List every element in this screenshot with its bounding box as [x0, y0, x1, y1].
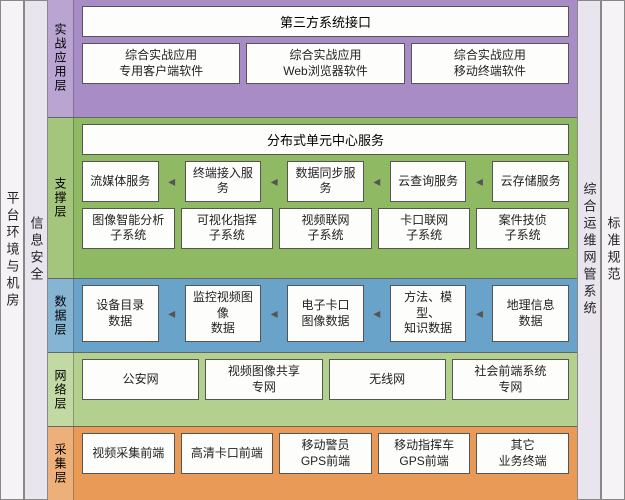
layer-label-text-3: 网络层	[52, 369, 69, 411]
layer-2-row-0: 设备目录 数据◂监控视频图像 数据◂电子卡口 图像数据◂方法、模型、 知识数据◂…	[82, 285, 569, 342]
layer-2-box-0-2: 电子卡口 图像数据	[287, 285, 364, 342]
layer-label-text-1: 支撑层	[52, 177, 69, 219]
left-col-1-label: 信息安全	[27, 216, 46, 284]
layer-0-row-1: 综合实战应用 专用客户端软件综合实战应用 Web浏览器软件综合实战应用 移动终端…	[82, 43, 569, 84]
layer-label-3: 网络层	[48, 353, 74, 426]
layer-label-4: 采集层	[48, 427, 74, 500]
layer-4-box-0-2: 移动警员 GPS前端	[279, 433, 372, 474]
layer-0-row-0-full: 第三方系统接口	[82, 6, 569, 37]
layer-4-box-0-1: 高清卡口前端	[181, 433, 274, 474]
layer-1-box-2-2: 视频联网 子系统	[279, 208, 372, 249]
layer-label-text-2: 数据层	[52, 295, 69, 337]
left-col-0-label: 平台环境与机房	[3, 191, 22, 310]
right-col-0: 综合运维网管系统	[577, 0, 601, 500]
layer-label-2: 数据层	[48, 279, 74, 352]
layer-body-2: 设备目录 数据◂监控视频图像 数据◂电子卡口 图像数据◂方法、模型、 知识数据◂…	[74, 279, 577, 352]
center-layers: 实战应用层第三方系统接口综合实战应用 专用客户端软件综合实战应用 Web浏览器软…	[48, 0, 577, 500]
layer-4-box-0-0: 视频采集前端	[82, 433, 175, 474]
layer-2-box-0-0: 设备目录 数据	[82, 285, 159, 342]
layer-body-4: 视频采集前端高清卡口前端移动警员 GPS前端移动指挥车 GPS前端其它 业务终端	[74, 427, 577, 500]
layer-1-box-1-1: 终端接入服务	[185, 161, 262, 202]
left-col-0: 平台环境与机房	[0, 0, 24, 500]
layer-body-1: 分布式单元中心服务流媒体服务◂终端接入服务◂数据同步服务◂云查询服务◂云存储服务…	[74, 118, 577, 278]
layer-0-box-1-2: 综合实战应用 移动终端软件	[411, 43, 569, 84]
layer-label-text-4: 采集层	[52, 443, 69, 485]
layer-1-row-0-full: 分布式单元中心服务	[82, 124, 569, 155]
layer-3-box-0-3: 社会前端系统 专网	[452, 359, 569, 400]
layer-2-box-0-1: 监控视频图像 数据	[185, 285, 262, 342]
layer-1-box-1-0: 流媒体服务	[82, 161, 159, 202]
layer-0-box-1-1: 综合实战应用 Web浏览器软件	[246, 43, 404, 84]
layer-1-box-2-0: 图像智能分析 子系统	[82, 208, 175, 249]
layer-1-box-2-4: 案件技侦 子系统	[476, 208, 569, 249]
arrow-icon: ◂	[370, 161, 384, 202]
right-col-0-label: 综合运维网管系统	[580, 182, 599, 318]
arrow-icon: ◂	[370, 285, 384, 342]
layer-0-box-1-0: 综合实战应用 专用客户端软件	[82, 43, 240, 84]
layer-label-0: 实战应用层	[48, 0, 74, 117]
left-col-1: 信息安全	[24, 0, 48, 500]
layer-body-3: 公安网视频图像共享 专网无线网社会前端系统 专网	[74, 353, 577, 426]
layer-2-box-0-4: 地理信息 数据	[492, 285, 569, 342]
right-col-1: 标准规范	[601, 0, 625, 500]
layer-label-1: 支撑层	[48, 118, 74, 278]
layer-4-box-0-3: 移动指挥车 GPS前端	[378, 433, 471, 474]
layer-body-0: 第三方系统接口综合实战应用 专用客户端软件综合实战应用 Web浏览器软件综合实战…	[74, 0, 577, 117]
layer-4: 采集层视频采集前端高清卡口前端移动警员 GPS前端移动指挥车 GPS前端其它 业…	[48, 427, 577, 500]
layer-1-box-2-3: 卡口联网 子系统	[378, 208, 471, 249]
layer-4-box-0-4: 其它 业务终端	[476, 433, 569, 474]
layer-1-row-2: 图像智能分析 子系统可视化指挥 子系统视频联网 子系统卡口联网 子系统案件技侦 …	[82, 208, 569, 249]
layer-4-row-0: 视频采集前端高清卡口前端移动警员 GPS前端移动指挥车 GPS前端其它 业务终端	[82, 433, 569, 474]
layer-3-row-0: 公安网视频图像共享 专网无线网社会前端系统 专网	[82, 359, 569, 400]
layer-1-box-2-1: 可视化指挥 子系统	[181, 208, 274, 249]
arrow-icon: ◂	[267, 161, 281, 202]
layer-0: 实战应用层第三方系统接口综合实战应用 专用客户端软件综合实战应用 Web浏览器软…	[48, 0, 577, 118]
layer-2: 数据层设备目录 数据◂监控视频图像 数据◂电子卡口 图像数据◂方法、模型、 知识…	[48, 279, 577, 353]
layer-2-box-0-3: 方法、模型、 知识数据	[390, 285, 467, 342]
layer-1-box-1-3: 云查询服务	[390, 161, 467, 202]
layer-3-box-0-1: 视频图像共享 专网	[205, 359, 322, 400]
layer-1-box-1-2: 数据同步服务	[287, 161, 364, 202]
architecture-diagram: 平台环境与机房信息安全实战应用层第三方系统接口综合实战应用 专用客户端软件综合实…	[0, 0, 625, 500]
layer-3-box-0-0: 公安网	[82, 359, 199, 400]
layer-3-box-0-2: 无线网	[329, 359, 446, 400]
layer-1-box-1-4: 云存储服务	[492, 161, 569, 202]
arrow-icon: ◂	[472, 161, 486, 202]
right-col-1-label: 标准规范	[604, 216, 623, 284]
arrow-icon: ◂	[267, 285, 281, 342]
layer-label-text-0: 实战应用层	[52, 23, 69, 93]
layer-1-row-1: 流媒体服务◂终端接入服务◂数据同步服务◂云查询服务◂云存储服务	[82, 161, 569, 202]
arrow-icon: ◂	[165, 285, 179, 342]
arrow-icon: ◂	[472, 285, 486, 342]
layer-1: 支撑层分布式单元中心服务流媒体服务◂终端接入服务◂数据同步服务◂云查询服务◂云存…	[48, 118, 577, 279]
layer-3: 网络层公安网视频图像共享 专网无线网社会前端系统 专网	[48, 353, 577, 427]
arrow-icon: ◂	[165, 161, 179, 202]
